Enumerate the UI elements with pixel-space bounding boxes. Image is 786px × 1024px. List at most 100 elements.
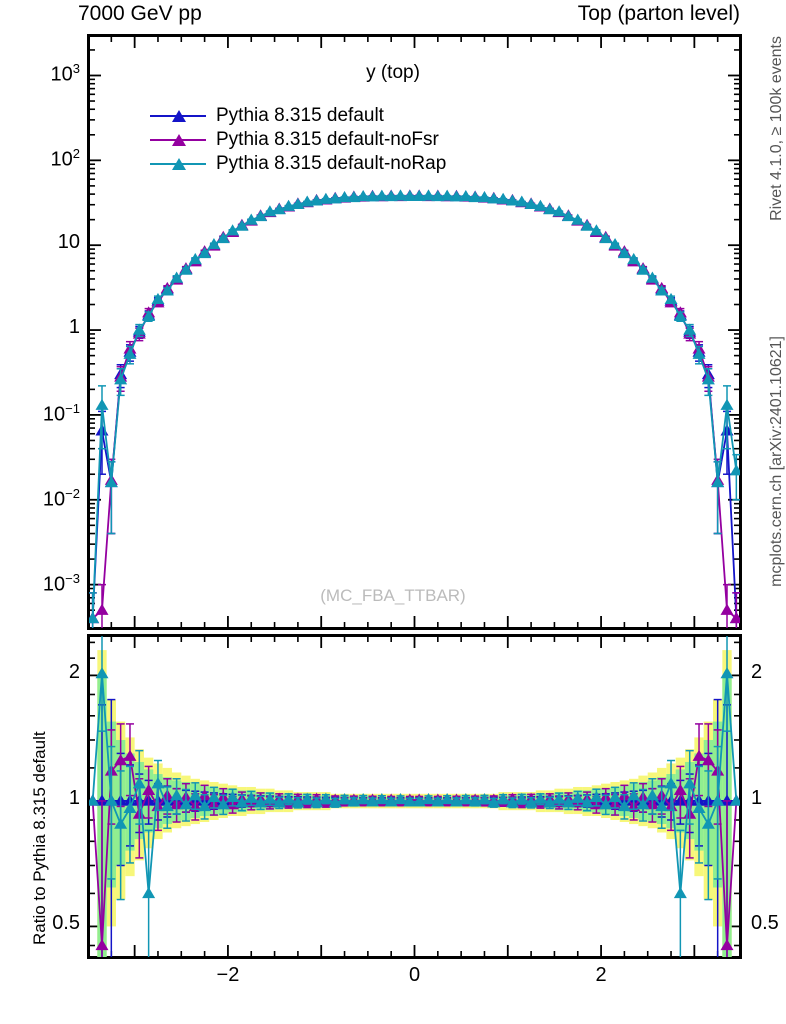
data-point-marker [580, 219, 594, 231]
ratio-point-marker [543, 796, 557, 808]
data-series-line [92, 195, 737, 620]
data-point-marker [552, 205, 566, 217]
ratio-point-marker [403, 795, 417, 807]
ratio-point-marker [142, 783, 156, 796]
ratio-point-marker [645, 789, 659, 801]
data-point-marker [729, 464, 740, 476]
ratio-point-marker [89, 794, 100, 806]
ratio-point-marker [338, 792, 352, 805]
data-point-marker [347, 190, 361, 203]
data-point-marker [226, 224, 240, 236]
ratio-tick-label-right: 1 [751, 786, 763, 809]
ratio-point-marker [198, 799, 212, 812]
data-point-marker [366, 190, 380, 202]
ratio-point-marker [720, 939, 734, 951]
ratio-point-marker [235, 796, 249, 808]
ratio-point-marker [711, 794, 725, 806]
header-right-label: Top (parton level) [577, 2, 740, 25]
data-point-marker [170, 271, 184, 283]
data-point-marker [440, 189, 454, 201]
analysis-watermark: (MC_FBA_TTBAR) [320, 586, 466, 605]
ratio-point-marker [627, 789, 641, 801]
ratio-point-marker [123, 801, 137, 813]
data-point-marker [701, 373, 715, 385]
data-point-marker [216, 231, 230, 244]
ratio-point-marker [291, 796, 305, 808]
legend-item[interactable]: Pythia 8.315 default [150, 104, 446, 128]
y-axis-tick-label: 103 [50, 61, 80, 87]
legend-triangle-marker [172, 110, 186, 122]
ratio-point-marker [310, 796, 324, 808]
ratio-tick-label-right: 0.5 [751, 912, 779, 935]
y-axis-tick-label: 102 [50, 146, 80, 171]
ratio-point-marker [683, 777, 697, 789]
main-frame-outline [87, 34, 742, 630]
data-point-marker [571, 213, 585, 225]
data-point-marker [524, 197, 538, 210]
data-point-marker [496, 192, 510, 204]
ratio-point-marker [282, 792, 296, 804]
ratio-point-marker [207, 790, 221, 803]
x-axis-tick-label: 0 [408, 964, 421, 986]
data-point-marker [95, 398, 109, 410]
ratio-point-marker [617, 799, 631, 812]
data-point-marker [543, 203, 557, 215]
ratio-point-marker [440, 792, 454, 805]
data-point-marker [132, 323, 146, 335]
data-point-marker [123, 347, 137, 359]
ratio-point-marker [599, 798, 613, 810]
data-point-marker [207, 237, 221, 250]
ratio-tick-label-left: 1 [68, 786, 80, 809]
ratio-frame-outline [87, 634, 742, 959]
data-point-marker [449, 190, 463, 202]
y-axis-tick-label: 10−3 [42, 570, 80, 596]
data-point-marker [179, 263, 193, 275]
data-point-marker [95, 603, 109, 615]
ratio-series-line [91, 673, 738, 894]
y-axis-tick-label: 10 [57, 231, 80, 254]
legend-item[interactable]: Pythia 8.315 default-noRap [150, 152, 446, 176]
data-point-marker [636, 263, 650, 275]
data-point-marker [561, 209, 575, 222]
ratio-point-marker [95, 794, 109, 806]
ratio-point-marker [720, 794, 734, 806]
data-point-marker [319, 192, 333, 204]
ratio-point-marker [123, 749, 137, 761]
x-axis-tick-label: −2 [216, 964, 240, 986]
ratio-point-marker [319, 792, 333, 804]
ratio-point-marker [655, 799, 669, 812]
ratio-point-marker [263, 792, 277, 804]
data-point-marker [487, 192, 501, 204]
ratio-point-marker [673, 783, 687, 796]
ratio-point-marker [151, 777, 165, 789]
ratio-point-marker [487, 796, 501, 808]
ratio-point-marker [244, 791, 258, 803]
ratio-point-marker [459, 792, 473, 805]
data-point-marker [589, 224, 603, 236]
ratio-point-marker [254, 796, 268, 808]
data-point-marker [403, 189, 417, 201]
ratio-point-marker [104, 794, 118, 806]
data-point-marker [477, 190, 491, 203]
data-point-marker [282, 199, 296, 211]
data-point-marker [720, 398, 734, 410]
ratio-point-marker [701, 817, 715, 829]
data-point-marker [673, 309, 687, 322]
data-point-marker [627, 252, 641, 265]
legend-line-swatch [150, 134, 206, 146]
ratio-point-marker [300, 792, 314, 804]
ratio-point-marker [188, 789, 202, 801]
data-point-marker [505, 194, 519, 206]
data-point-marker [431, 189, 445, 202]
ratio-point-marker [505, 796, 519, 808]
x-axis-tick-label: 2 [595, 964, 607, 986]
ratio-point-marker [160, 799, 174, 812]
data-point-marker [664, 292, 678, 305]
ratio-point-marker [394, 792, 408, 805]
ratio-point-marker [132, 777, 146, 789]
legend-item[interactable]: Pythia 8.315 default-noFsr [150, 128, 446, 152]
legend-label: Pythia 8.315 default [216, 105, 384, 126]
data-point-marker [468, 190, 482, 203]
data-point-marker [375, 189, 389, 201]
